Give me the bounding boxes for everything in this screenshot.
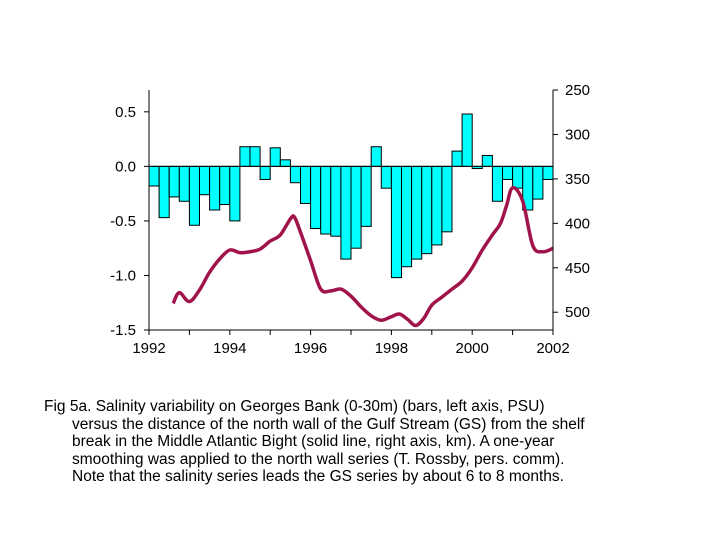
caption-line-3: break in the Middle Atlantic Bight (soli… bbox=[72, 433, 555, 450]
salinity-bar bbox=[411, 165, 423, 260]
x-tick-label: 1992 bbox=[132, 340, 165, 357]
salinity-bar bbox=[360, 165, 372, 227]
gulf-stream-line-layer bbox=[171, 185, 554, 328]
salinity-bar bbox=[279, 159, 291, 167]
x-tick-label: 1994 bbox=[213, 340, 246, 357]
salinity-bar bbox=[269, 147, 281, 167]
salinity-bar bbox=[249, 146, 261, 167]
salinity-bar bbox=[421, 165, 433, 255]
salinity-bar bbox=[401, 165, 413, 268]
x-tick-label: 2000 bbox=[456, 340, 489, 357]
salinity-bar bbox=[289, 165, 301, 184]
caption-line-4: smoothing was applied to the north wall … bbox=[72, 450, 565, 468]
salinity-bar bbox=[350, 165, 362, 249]
salinity-bar bbox=[239, 146, 251, 167]
salinity-bar bbox=[512, 165, 524, 189]
salinity-bar bbox=[330, 165, 342, 237]
salinity-bar bbox=[219, 165, 231, 206]
salinity-bar bbox=[370, 146, 382, 167]
salinity-bar bbox=[199, 165, 211, 196]
salinity-gulf-stream-chart: 1992 1994 1996 1998 2000 2002 0.5 0.0 -0.5 -1.0 -1… bbox=[110, 82, 590, 357]
salinity-bar bbox=[451, 150, 463, 167]
y-right-tick-label: 250 bbox=[565, 82, 590, 99]
salinity-bar bbox=[340, 165, 352, 260]
salinity-bar bbox=[441, 165, 453, 233]
y-left-tick-label: -1.5 bbox=[110, 322, 136, 339]
salinity-bar bbox=[431, 165, 443, 246]
y-left-tick-label: -1.0 bbox=[110, 267, 136, 284]
salinity-bar bbox=[491, 165, 503, 202]
x-tick-label: 1996 bbox=[294, 340, 327, 357]
salinity-bar bbox=[148, 165, 160, 187]
gulf-stream-line bbox=[171, 185, 554, 328]
y-right-tick-label: 350 bbox=[565, 171, 590, 188]
salinity-bar bbox=[178, 165, 190, 202]
axes bbox=[144, 89, 558, 335]
figure-caption: Fig 5a. Salinity variability on Georges … bbox=[44, 398, 684, 486]
salinity-bar bbox=[380, 165, 392, 189]
tick-labels: 1992 1994 1996 1998 2000 2002 0.5 0.0 -0.5 -1.0 -1… bbox=[110, 82, 590, 357]
y-right-tick-label: 400 bbox=[565, 215, 590, 232]
caption-line-2: versus the distance of the north wall of… bbox=[72, 415, 585, 433]
salinity-bar bbox=[461, 113, 473, 167]
salinity-bar bbox=[390, 165, 402, 279]
salinity-bar bbox=[481, 154, 493, 167]
salinity-bar bbox=[158, 165, 170, 219]
y-right-tick-label: 300 bbox=[565, 126, 590, 143]
salinity-bar bbox=[168, 165, 180, 198]
salinity-bar bbox=[300, 165, 312, 204]
salinity-bar bbox=[532, 165, 544, 200]
salinity-bar bbox=[310, 165, 322, 230]
salinity-bar bbox=[502, 165, 514, 180]
salinity-bar bbox=[229, 165, 241, 222]
x-tick-label: 2002 bbox=[536, 340, 569, 357]
caption-line-1: Fig 5a. Salinity variability on Georges … bbox=[44, 398, 545, 415]
caption-line-5: Note that the salinity series leads the … bbox=[72, 468, 564, 485]
salinity-bar bbox=[188, 165, 200, 226]
salinity-bars bbox=[148, 113, 554, 279]
y-left-tick-label: 0.0 bbox=[115, 158, 136, 175]
salinity-bar bbox=[259, 165, 271, 180]
y-left-tick-label: -0.5 bbox=[110, 213, 136, 230]
salinity-bar bbox=[320, 165, 332, 235]
y-right-tick-label: 450 bbox=[565, 260, 590, 277]
y-right-tick-label: 500 bbox=[565, 304, 590, 321]
x-tick-label: 1998 bbox=[375, 340, 408, 357]
salinity-bar bbox=[542, 165, 554, 180]
salinity-bar bbox=[209, 165, 221, 211]
y-left-tick-label: 0.5 bbox=[115, 104, 136, 121]
